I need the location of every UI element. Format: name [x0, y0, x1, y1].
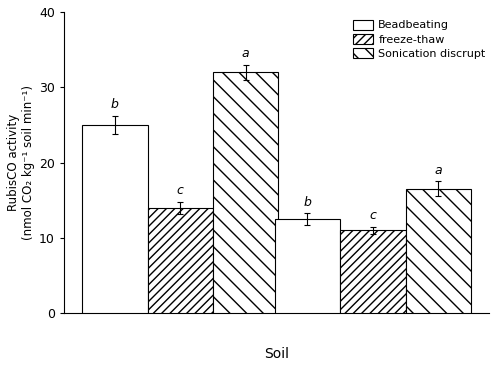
Bar — [148, 208, 213, 313]
Text: Soil: Soil — [264, 347, 289, 361]
Bar — [213, 72, 278, 313]
Y-axis label: RubisCO activity
(nmol CO₂ kg⁻¹ soil min⁻¹): RubisCO activity (nmol CO₂ kg⁻¹ soil min… — [7, 85, 35, 240]
Text: a: a — [434, 164, 442, 177]
Text: b: b — [304, 195, 311, 209]
Text: b: b — [111, 98, 119, 111]
Legend: Beadbeating, freeze-thaw, Sonication discrupt: Beadbeating, freeze-thaw, Sonication dis… — [351, 17, 488, 61]
Text: c: c — [177, 184, 184, 197]
Text: c: c — [370, 209, 376, 222]
Text: a: a — [242, 47, 249, 60]
Bar — [275, 219, 340, 313]
Bar — [340, 230, 406, 313]
Bar — [82, 125, 148, 313]
Bar — [406, 189, 471, 313]
